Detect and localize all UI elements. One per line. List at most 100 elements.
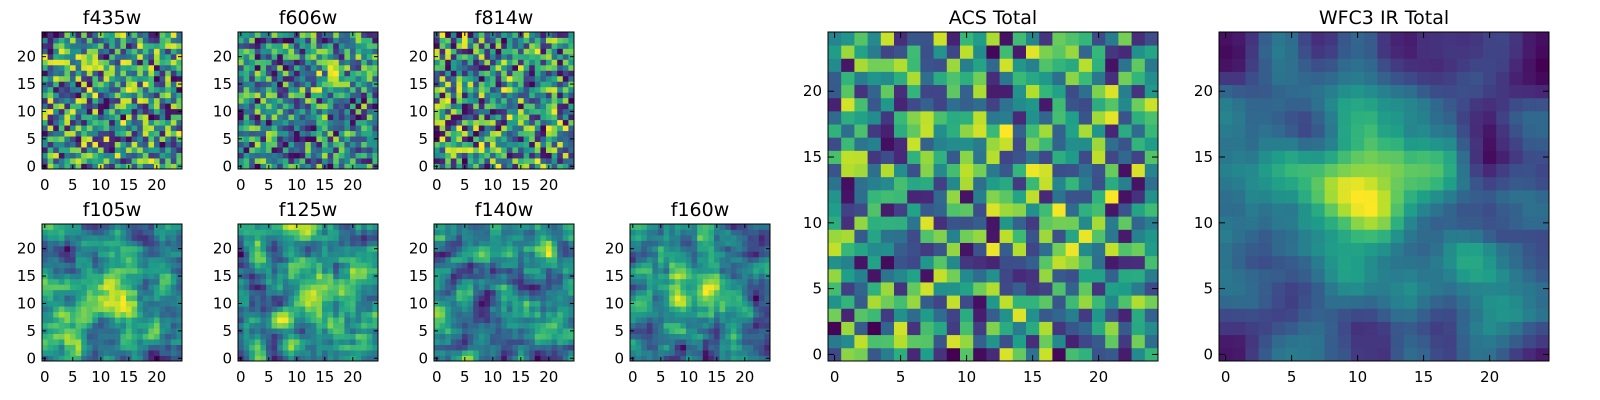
heatmap-cell — [142, 108, 149, 115]
heatmap-cell — [154, 240, 160, 247]
heatmap-cell — [316, 273, 323, 280]
heatmap-cell — [53, 311, 60, 318]
heatmap-cell — [310, 59, 317, 66]
heatmap-cell — [288, 32, 295, 38]
heatmap-cell — [327, 70, 334, 77]
heatmap-cell — [758, 328, 765, 334]
heatmap-cell — [758, 240, 765, 247]
heatmap-cell — [828, 163, 842, 178]
heatmap-cell — [310, 262, 317, 269]
heatmap-cell — [92, 81, 99, 88]
heatmap-cell — [327, 97, 334, 104]
heatmap-cell — [764, 224, 771, 230]
heatmap-cell — [551, 114, 558, 121]
heatmap-cell — [344, 224, 351, 230]
heatmap-cell — [960, 282, 974, 296]
heatmap-cell — [305, 130, 312, 137]
heatmap-cell — [546, 300, 552, 307]
heatmap-cell — [708, 234, 715, 241]
heatmap-cell — [322, 344, 328, 351]
heatmap-cell — [131, 333, 138, 340]
heatmap-cell — [294, 256, 300, 263]
heatmap-cell — [338, 141, 345, 148]
heatmap-cell — [635, 311, 642, 318]
heatmap-cell — [64, 59, 71, 66]
heatmap-cell — [680, 339, 687, 345]
heatmap-cell — [680, 262, 687, 269]
heatmap-cell — [86, 125, 93, 132]
heatmap-cell — [562, 267, 569, 274]
heatmap-cell — [148, 322, 155, 329]
heatmap-cell — [557, 311, 564, 318]
heatmap-cell — [736, 311, 743, 318]
heatmap-cell — [70, 234, 76, 241]
heatmap-cell — [266, 48, 272, 55]
heatmap-cell — [148, 59, 155, 66]
heatmap-cell — [1052, 295, 1066, 309]
heatmap-cell — [907, 347, 921, 362]
heatmap-cell — [361, 136, 368, 142]
heatmap-cell — [652, 344, 659, 351]
heatmap-cell — [557, 70, 564, 77]
heatmap-cell — [170, 75, 177, 82]
heatmap-cell — [243, 119, 250, 126]
heatmap-cell — [266, 42, 272, 49]
heatmap-cell — [366, 136, 373, 142]
heatmap-cell — [131, 119, 138, 126]
heatmap-cell — [266, 86, 272, 93]
heatmap-cell — [92, 262, 99, 269]
heatmap-cell — [103, 273, 110, 280]
heatmap-cell — [266, 119, 272, 126]
heatmap-cell — [523, 114, 530, 121]
heatmap-cell — [736, 278, 743, 285]
heatmap-cell — [282, 125, 289, 132]
heatmap-cell — [243, 152, 250, 159]
heatmap-cell — [445, 147, 452, 153]
heatmap-cell — [361, 108, 368, 115]
heatmap-cell — [316, 81, 323, 88]
heatmap-cell — [53, 119, 60, 126]
heatmap-cell — [305, 355, 312, 362]
heatmap-cell — [148, 141, 155, 148]
heatmap-cell — [148, 306, 155, 313]
heatmap-cell — [114, 245, 121, 252]
heatmap-cell — [70, 64, 76, 71]
heatmap-cell — [540, 163, 547, 170]
heatmap-cell — [322, 53, 328, 60]
heatmap-cell — [75, 262, 82, 269]
heatmap-cell — [333, 147, 340, 153]
heatmap-cell — [529, 48, 536, 55]
heatmap-cell — [439, 311, 446, 318]
heatmap-cell — [53, 344, 60, 351]
heatmap-cell — [294, 262, 300, 269]
heatmap-cell — [557, 300, 564, 307]
heatmap-cell — [473, 130, 480, 137]
heatmap-cell — [86, 289, 93, 296]
heatmap-cell — [243, 273, 250, 280]
heatmap-cell — [299, 311, 306, 318]
heatmap-cell — [658, 251, 664, 258]
heatmap-cell — [86, 32, 93, 38]
heatmap-cell — [557, 125, 564, 132]
heatmap-cell — [523, 333, 530, 340]
heatmap-cell — [299, 92, 306, 99]
heatmap-cell — [176, 251, 183, 258]
heatmap-cell — [277, 86, 284, 93]
heatmap-cell — [719, 289, 726, 296]
heatmap-cell — [758, 251, 765, 258]
heatmap-cell — [338, 256, 345, 263]
heatmap-cell — [490, 130, 496, 137]
heatmap-cell — [641, 344, 648, 351]
heatmap-cell — [445, 355, 452, 362]
heatmap-cell — [159, 300, 166, 307]
heatmap-cell — [669, 300, 676, 307]
heatmap-cell — [999, 334, 1014, 349]
heatmap-cell — [434, 317, 440, 324]
heatmap-cell — [501, 32, 508, 38]
heatmap-cell — [98, 59, 104, 66]
heatmap-cell — [333, 75, 340, 82]
heatmap-cell — [946, 347, 961, 362]
heatmap-cell — [254, 267, 261, 274]
heatmap-cell — [282, 86, 289, 93]
